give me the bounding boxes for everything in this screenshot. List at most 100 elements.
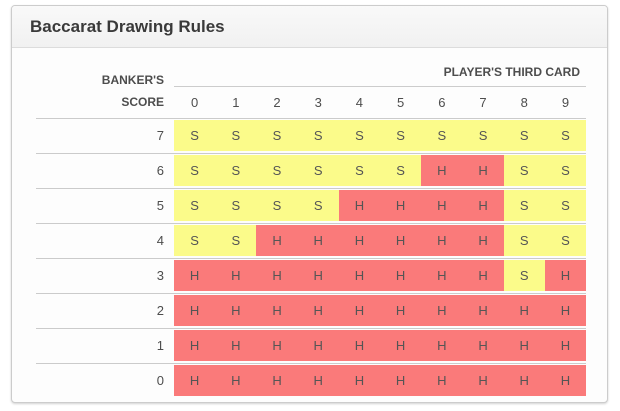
hit-cell: H bbox=[215, 330, 257, 361]
banker-score-value: 1 bbox=[156, 338, 164, 353]
panel-title: Baccarat Drawing Rules bbox=[30, 17, 225, 36]
hit-cell: H bbox=[338, 295, 381, 326]
column-header: 2 bbox=[273, 95, 281, 110]
stand-cell: S bbox=[503, 120, 545, 151]
hit-cell: H bbox=[421, 295, 463, 326]
hit-cell: H bbox=[544, 365, 587, 396]
hit-cell: H bbox=[297, 365, 339, 396]
player-third-card-label: PLAYER'S THIRD CARD bbox=[174, 48, 586, 87]
stand-cell: S bbox=[503, 260, 545, 291]
hit-cell: H bbox=[297, 295, 339, 326]
rules-table: BANKER'S SCORE PLAYER'S THIRD CARD 0 1 2 3 4… bbox=[12, 48, 607, 398]
column-header: 7 bbox=[479, 95, 487, 110]
hit-cell: H bbox=[174, 260, 216, 291]
hit-cell: H bbox=[421, 225, 463, 256]
stand-cell: S bbox=[215, 190, 257, 221]
hit-cell: H bbox=[338, 330, 381, 361]
stand-cell: S bbox=[462, 120, 504, 151]
stand-cell: S bbox=[380, 120, 422, 151]
stand-cell: S bbox=[174, 155, 216, 186]
column-header: 8 bbox=[520, 95, 528, 110]
bankers-label: BANKER'S bbox=[101, 73, 164, 87]
hit-cell: H bbox=[338, 225, 381, 256]
hit-cell: H bbox=[421, 260, 463, 291]
stand-cell: S bbox=[256, 190, 298, 221]
hit-cell: H bbox=[256, 330, 298, 361]
banker-score-value: 2 bbox=[156, 303, 164, 318]
hit-cell: H bbox=[462, 190, 504, 221]
banker-score-value: 4 bbox=[156, 233, 164, 248]
hit-cell: H bbox=[380, 330, 422, 361]
hit-cell: H bbox=[256, 365, 298, 396]
hit-cell: H bbox=[421, 155, 463, 186]
stand-cell: S bbox=[544, 225, 587, 256]
hit-cell: H bbox=[544, 260, 587, 291]
column-header: 6 bbox=[438, 95, 446, 110]
stand-cell: S bbox=[297, 190, 339, 221]
column-header: 1 bbox=[232, 95, 240, 110]
hit-cell: H bbox=[297, 225, 339, 256]
stand-cell: S bbox=[174, 225, 216, 256]
stand-cell: S bbox=[256, 120, 298, 151]
stand-cell: S bbox=[297, 120, 339, 151]
hit-cell: H bbox=[421, 330, 463, 361]
banker-score-value: 6 bbox=[156, 163, 164, 178]
hit-cell: H bbox=[503, 295, 545, 326]
hit-cell: H bbox=[297, 330, 339, 361]
hit-cell: H bbox=[503, 365, 545, 396]
hit-cell: H bbox=[544, 330, 587, 361]
banker-score-value: 3 bbox=[156, 268, 164, 283]
hit-cell: H bbox=[421, 190, 463, 221]
hit-cell: H bbox=[215, 295, 257, 326]
score-label: SCORE bbox=[121, 95, 164, 109]
stand-cell: S bbox=[215, 225, 257, 256]
hit-cell: H bbox=[544, 295, 587, 326]
hit-cell: H bbox=[215, 365, 257, 396]
stand-cell: S bbox=[503, 190, 545, 221]
hit-cell: H bbox=[462, 155, 504, 186]
column-header: 9 bbox=[561, 95, 570, 110]
stand-cell: S bbox=[544, 155, 587, 186]
stand-cell: S bbox=[503, 155, 545, 186]
stand-cell: S bbox=[338, 120, 381, 151]
column-header: 0 bbox=[190, 95, 199, 110]
stand-cell: S bbox=[421, 120, 463, 151]
hit-cell: H bbox=[297, 260, 339, 291]
table-header: BANKER'S SCORE PLAYER'S THIRD CARD 0 1 2 3 4… bbox=[36, 48, 586, 118]
hit-cell: H bbox=[338, 190, 381, 221]
column-headers: 0 1 2 3 4 5 6 7 8 9 bbox=[174, 87, 586, 118]
stand-cell: S bbox=[215, 155, 257, 186]
stand-cell: S bbox=[174, 190, 216, 221]
hit-cell: H bbox=[174, 365, 216, 396]
stand-cell: S bbox=[297, 155, 339, 186]
banker-score-value: 5 bbox=[156, 198, 164, 213]
hit-cell: H bbox=[256, 225, 298, 256]
hit-cell: H bbox=[462, 330, 504, 361]
rules-panel: Baccarat Drawing Rules BANKER'S SCORE PL… bbox=[11, 5, 608, 403]
banker-score-value: 0 bbox=[156, 373, 164, 388]
hit-cell: H bbox=[503, 330, 545, 361]
stand-cell: S bbox=[380, 155, 422, 186]
column-header: 3 bbox=[314, 95, 322, 110]
hit-cell: H bbox=[174, 330, 216, 361]
hit-cell: H bbox=[380, 365, 422, 396]
hit-cell: H bbox=[462, 365, 504, 396]
hit-cell: H bbox=[338, 260, 381, 291]
hit-cell: H bbox=[256, 260, 298, 291]
player-third-card-header: PLAYER'S THIRD CARD 0 1 2 3 4 5 6 7 8 9 bbox=[174, 48, 586, 118]
panel-titlebar: Baccarat Drawing Rules bbox=[12, 6, 607, 48]
banker-score-value: 7 bbox=[156, 128, 164, 143]
hit-cell: H bbox=[380, 295, 422, 326]
